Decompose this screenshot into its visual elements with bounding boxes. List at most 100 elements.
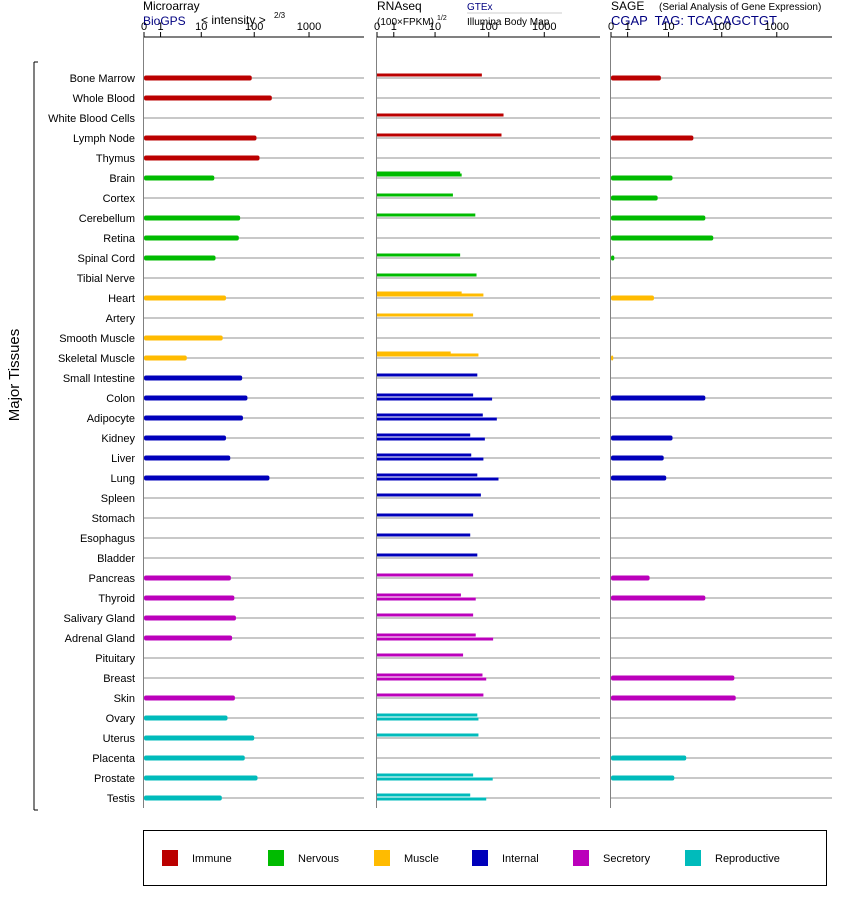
sage-bar [611, 455, 664, 461]
tissue-label: Thyroid [98, 593, 135, 605]
tissue-label: Bladder [97, 553, 135, 565]
microarray-tick-label: 1000 [297, 21, 321, 33]
microarray-bar [144, 375, 243, 381]
gtex-bar [377, 193, 453, 197]
ibm-bar [377, 637, 494, 641]
microarray-bar [144, 795, 222, 801]
rnaseq-units-exponent: 1/2 [437, 15, 447, 22]
tissue-label: Breast [103, 673, 135, 685]
microarray-bar [144, 335, 223, 341]
tissue-label: Smooth Muscle [59, 333, 135, 345]
microarray-bar [144, 295, 227, 301]
gtex-bar [377, 173, 462, 177]
microarray-units: < intensity > [201, 13, 266, 27]
microarray-bar [144, 75, 252, 81]
microarray-units-exponent: 2/3 [274, 11, 286, 20]
tissue-label: Thymus [96, 153, 136, 165]
microarray-bar [144, 455, 231, 461]
microarray-bar [144, 575, 231, 581]
legend-swatch [268, 850, 284, 866]
tissue-label: Lymph Node [73, 133, 135, 145]
microarray-bar [144, 435, 227, 441]
tissue-label: Pituitary [95, 653, 135, 665]
tissue-label: White Blood Cells [48, 113, 135, 125]
sage-bar [611, 195, 658, 201]
microarray-tick-label: 10 [195, 21, 207, 33]
gtex-bar [377, 273, 477, 277]
tissue-label: Adipocyte [87, 413, 135, 425]
microarray-bar [144, 695, 235, 701]
sage-bar [611, 75, 661, 81]
tissue-label: Heart [108, 293, 135, 305]
sage-bar [611, 395, 706, 401]
gtex-bar [377, 293, 484, 297]
legend-swatch [374, 850, 390, 866]
sage-bar [611, 295, 654, 301]
tissue-label: Whole Blood [73, 93, 135, 105]
legend-swatch [162, 850, 178, 866]
rnaseq-tick-label: 100 [480, 21, 498, 33]
microarray-bar [144, 255, 216, 261]
rnaseq-title: RNAseq [377, 0, 422, 13]
sage-tick-label: 0 [608, 21, 614, 33]
tissue-label: Uterus [103, 733, 136, 745]
rnaseq-tick-label: 0 [374, 21, 380, 33]
tissue-label: Stomach [92, 513, 135, 525]
gtex-bar [377, 453, 472, 457]
gtex-bar [377, 291, 462, 295]
sage-bar [611, 675, 735, 681]
bars [144, 73, 736, 801]
ibm-bar [377, 717, 479, 721]
sage-bar [611, 175, 673, 181]
rnaseq-source-gtex: GTEx [467, 2, 493, 13]
gtex-bar [377, 113, 504, 117]
legend-swatch [685, 850, 701, 866]
sage-bar [611, 355, 614, 361]
rnaseq-units: (100×FPKM) [377, 17, 434, 28]
microarray-bar [144, 235, 239, 241]
tissue-label: Adrenal Gland [65, 633, 135, 645]
gtex-bar [377, 253, 461, 257]
gtex-bar [377, 73, 482, 77]
rnaseq-header: RNAseq (100×FPKM) 1/2 GTEx Illumina Body… [377, 0, 562, 28]
legend-swatch [573, 850, 589, 866]
tissue-label: Placenta [92, 753, 136, 765]
sage-bar [611, 475, 667, 481]
gtex-bar [377, 353, 479, 357]
ibm-bar [377, 797, 487, 801]
legend-label: Muscle [404, 853, 439, 865]
tissue-label: Cortex [103, 193, 136, 205]
tissue-label: Spleen [101, 493, 135, 505]
gtex-bar [377, 633, 476, 637]
sage-tick-label: 1 [625, 21, 631, 33]
microarray-source: BioGPS [143, 14, 186, 28]
tissue-label: Small Intestine [63, 373, 135, 385]
gtex-bar [377, 573, 474, 577]
y-axis-bracket [33, 61, 38, 811]
gtex-bar [377, 393, 474, 397]
gtex-bar [377, 533, 471, 537]
microarray-bar [144, 395, 248, 401]
gtex-bar [377, 313, 474, 317]
ibm-bar [377, 397, 493, 401]
gtex-bar [377, 553, 478, 557]
gtex-bar [377, 133, 502, 137]
ibm-bar [377, 677, 487, 681]
gtex-bar [377, 593, 461, 597]
gtex-bar [377, 473, 478, 477]
tissue-label: Prostate [94, 773, 135, 785]
rnaseq-tick-label: 1 [391, 21, 397, 33]
ibm-bar [377, 457, 484, 461]
sage-tick-label: 1000 [765, 21, 789, 33]
sage-bar [611, 435, 673, 441]
microarray-bar [144, 715, 228, 721]
legend-label: Internal [502, 853, 539, 865]
expression-panels: 0 1 10 100 1000 0 1 10 100 1000 0 1 10 100 1000 [141, 21, 832, 808]
tissue-label: Esophagus [80, 533, 136, 545]
sage-bar [611, 135, 694, 141]
sage-bar [611, 695, 736, 701]
microarray-bar [144, 615, 236, 621]
gtex-bar [377, 433, 471, 437]
gtex-bar [377, 793, 471, 797]
